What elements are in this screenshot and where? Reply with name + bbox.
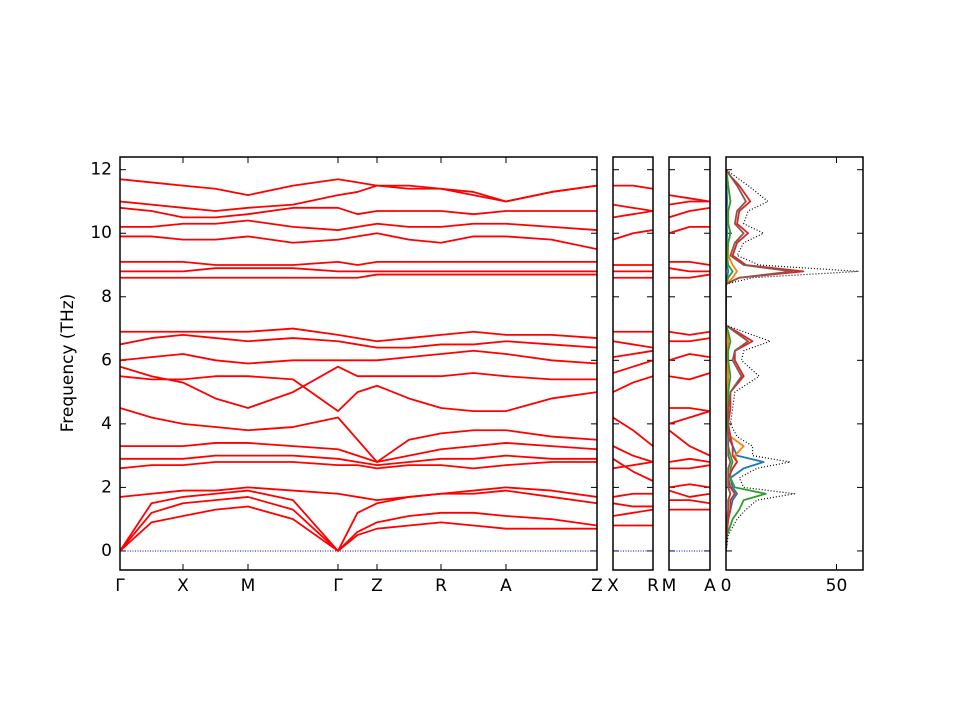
band (120, 219, 597, 231)
band (669, 429, 710, 457)
x-tick-label: Z (371, 576, 383, 596)
band (613, 349, 653, 359)
band (613, 359, 653, 374)
band (669, 457, 710, 463)
y-tick-label: 12 (90, 160, 112, 180)
y-tick-label: 0 (101, 541, 112, 561)
band (120, 178, 597, 203)
y-tick-label: 8 (101, 287, 112, 307)
dos-curve (726, 169, 805, 551)
band (613, 461, 653, 470)
band (669, 267, 710, 273)
band (120, 375, 597, 413)
band (669, 489, 710, 498)
band (613, 492, 653, 498)
band (669, 407, 710, 413)
band (613, 458, 653, 482)
y-tick-label: 6 (101, 350, 112, 370)
band (613, 375, 653, 393)
band (613, 210, 653, 219)
x-tick-label: Γ (115, 576, 125, 596)
dos-curve (726, 169, 767, 552)
x-tick-label: M (241, 576, 256, 596)
band (613, 445, 653, 463)
band (669, 464, 710, 470)
x-tick-label: Z (591, 576, 603, 596)
band (120, 461, 597, 470)
dos-curve (726, 169, 794, 551)
band (613, 340, 653, 349)
band (120, 327, 597, 343)
band (613, 203, 653, 212)
band (669, 194, 710, 203)
plot-frame (668, 156, 711, 571)
plot-frame (119, 156, 598, 571)
band (669, 225, 710, 235)
x-tick-label: A (500, 576, 512, 596)
x-tick-label: X (177, 576, 189, 596)
band (613, 416, 653, 447)
x-tick-label: X (607, 576, 619, 596)
band (669, 206, 710, 219)
x-tick-label: A (704, 576, 716, 596)
x-tick-label: R (647, 576, 659, 596)
band (120, 273, 597, 279)
band (120, 260, 597, 266)
x-tick-label: R (435, 576, 447, 596)
y-axis-label: Frequency (THz) (58, 294, 78, 433)
band (120, 349, 597, 365)
band (120, 442, 597, 463)
band (120, 486, 597, 502)
band (669, 337, 710, 343)
band (669, 260, 710, 266)
band (120, 184, 597, 212)
band (669, 499, 710, 505)
band (120, 505, 597, 552)
dos-curve (726, 169, 860, 552)
plot-frame (612, 156, 654, 571)
band (669, 372, 710, 381)
y-tick-label: 4 (101, 414, 112, 434)
plot-frame (725, 156, 864, 571)
band (120, 365, 597, 409)
band (613, 229, 653, 241)
band (120, 496, 597, 552)
band (120, 334, 597, 349)
band (120, 407, 597, 463)
x-tick-label: M (662, 576, 677, 596)
y-tick-label: 10 (90, 223, 112, 243)
band (669, 330, 710, 336)
x-tick-label: 0 (721, 576, 732, 596)
band (120, 267, 597, 273)
band (613, 184, 653, 190)
band (120, 489, 597, 552)
band (120, 454, 597, 467)
band (120, 232, 597, 251)
band (669, 353, 710, 362)
x-tick-label: Γ (333, 576, 343, 596)
x-tick-label: 50 (826, 576, 848, 596)
band (669, 200, 710, 206)
y-tick-label: 2 (101, 477, 112, 497)
band (613, 502, 653, 508)
band (120, 206, 597, 219)
band (669, 410, 710, 425)
band (613, 508, 653, 517)
band (669, 273, 710, 279)
band (669, 483, 710, 489)
